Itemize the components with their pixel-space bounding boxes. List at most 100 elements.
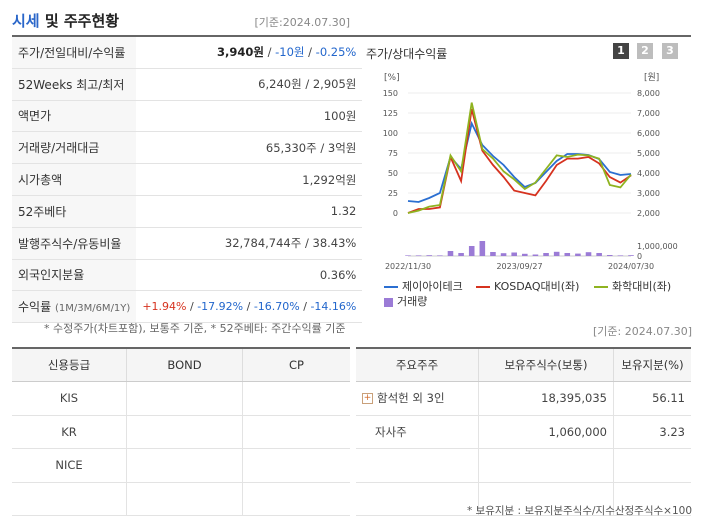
series-line [407, 102, 632, 214]
bond-cell [126, 448, 243, 483]
volume-axis-tick-label: 0 [637, 252, 642, 261]
right-axis-tick-label: 3,000 [637, 189, 660, 198]
stats-value: 1.32 [136, 195, 363, 228]
legend-item-volume: 거래량 [384, 293, 427, 309]
stats-value: 100원 [136, 100, 363, 133]
right-axis-tick-label: 6,000 [637, 129, 660, 138]
stats-value: 1,292억원 [136, 163, 363, 196]
left-axis-tick-label: 100 [383, 129, 398, 138]
expand-icon[interactable]: + [362, 393, 373, 405]
stats-value: 32,784,744주 / 38.43% [136, 227, 363, 260]
legend-label: 거래량 [397, 295, 428, 308]
stats-value: 3,940원 / -10원 / -0.25% [136, 34, 363, 69]
stats-row: 외국인지분율 0.36% [12, 259, 363, 292]
volume-bar [585, 252, 592, 256]
volume-bar [479, 241, 486, 256]
chart-page-1-button[interactable]: 1 [613, 43, 629, 59]
volume-bar [500, 253, 507, 256]
volume-bar [628, 255, 634, 256]
stats-row: 시가총액 1,292억원 [12, 163, 363, 196]
holder-name-cell [356, 482, 479, 516]
cp-cell [242, 381, 350, 416]
stats-value: 65,330주 / 3억원 [136, 131, 363, 165]
legend-swatch [384, 286, 398, 288]
holder-name-cell: 자사주 [356, 415, 479, 449]
stats-row: 52주베타 1.32 [12, 195, 363, 228]
stats-key: 액면가 [12, 100, 137, 133]
left-axis-tick-label: 0 [393, 209, 398, 218]
returns-periods: (1M/3M/6M/1Y) [54, 303, 131, 315]
major-shareholders-table: 주요주주 보유주식수(보통) 보유지분(%) + 함석헌 외 3인 18,395,… [356, 347, 691, 516]
left-axis-tick-label: 75 [388, 149, 398, 158]
legend-label: 제이아이테크 [402, 280, 463, 293]
holder-name-cell [356, 448, 479, 483]
left-axis-tick-label: 50 [388, 169, 398, 178]
stats-value: 6,240원 / 2,905원 [136, 68, 363, 101]
stats-key: 거래량/거래대금 [12, 131, 137, 165]
section-title: 시세 및 주주현황 [12, 10, 119, 31]
price-change: -10원 [275, 45, 305, 60]
shares-cell [478, 448, 614, 483]
stats-row: 액면가 100원 [12, 100, 363, 133]
holder-name: 함석헌 외 3인 [377, 391, 445, 406]
separator: / [263, 45, 276, 60]
separator: / [304, 45, 316, 60]
stats-key: 시가총액 [12, 163, 137, 196]
volume-bar [437, 255, 443, 256]
column-header: 주요주주 [356, 347, 479, 382]
price-relative-return-chart: 0 25 50 75 100 125 150 2,000 3,000 4,000 5,000 6,00… [383, 72, 678, 271]
return-1y: -14.16% [310, 300, 357, 314]
section-title-accent: 시세 [12, 12, 40, 30]
stats-row: 수익률 (1M/3M/6M/1Y) +1.94% / -17.92% / -16… [12, 290, 363, 324]
chart-marks [405, 102, 634, 256]
credit-rating-table: 신용등급 BOND CP KIS KR NICE [12, 347, 350, 516]
stake-cell [613, 482, 691, 516]
table-header-row: 주요주주 보유주식수(보통) 보유지분(%) [356, 347, 691, 382]
section-title-rest: 및 주주현황 [39, 12, 120, 30]
legend-swatch [476, 286, 490, 288]
shares-cell: 18,395,035 [478, 381, 614, 416]
chart-page-2-button[interactable]: 2 [637, 43, 653, 59]
left-axis-tick-label: 25 [388, 189, 398, 198]
table-row: NICE [12, 448, 350, 483]
left-axis-unit: [%] [384, 73, 400, 83]
right-axis-tick-label: 7,000 [637, 109, 660, 118]
shares-cell: 1,060,000 [478, 415, 614, 449]
column-header: 보유주식수(보통) [478, 347, 614, 382]
return-6m: -16.70% [253, 300, 300, 314]
stake-cell [613, 448, 691, 483]
stats-value: +1.94% / -17.92% / -16.70% / -14.16% [136, 290, 363, 324]
left-axis-tick-label: 125 [383, 109, 398, 118]
stats-footnote: * 수정주가(차트포함), 보통주 기준, * 52주베타: 주간수익률 기준 [44, 322, 346, 335]
chart-grid: 0 25 50 75 100 125 150 2,000 3,000 4,000 5,000 6,00… [383, 89, 678, 271]
stats-row: 52Weeks 최고/최저 6,240원 / 2,905원 [12, 68, 363, 101]
cp-cell [242, 448, 350, 483]
legend-label: 화학대비(좌) [612, 280, 672, 293]
table-row: KR [12, 415, 350, 449]
stats-value: 0.36% [136, 259, 363, 292]
chart-page-3-button[interactable]: 3 [662, 43, 678, 59]
volume-bar [522, 253, 528, 256]
table-row [12, 482, 350, 516]
stats-key: 52주베타 [12, 195, 137, 228]
volume-bar [617, 255, 624, 256]
cp-cell [242, 482, 350, 516]
agency-cell: KR [12, 415, 127, 449]
legend-item-stock: 제이아이테크 [384, 278, 463, 294]
column-header: CP [242, 347, 350, 382]
stake-cell: 56.11 [613, 381, 691, 416]
agency-cell: NICE [12, 448, 127, 483]
reference-date-bottom: [기준: 2024.07.30] [592, 325, 692, 338]
stake-cell: 3.23 [613, 415, 691, 449]
right-axis-tick-label: 5,000 [637, 149, 660, 158]
agency-cell: KIS [12, 381, 127, 416]
table-row: 자사주 1,060,000 3.23 [356, 415, 691, 449]
return-3m: -17.92% [197, 300, 244, 314]
volume-bar [553, 251, 560, 256]
right-axis-tick-label: 8,000 [637, 89, 660, 98]
table-row: KIS [12, 381, 350, 416]
volume-bar [468, 246, 475, 256]
table-row: + 함석헌 외 3인 18,395,035 56.11 [356, 381, 691, 416]
reference-date: [기준:2024.07.30] [254, 16, 350, 29]
bond-cell [126, 415, 243, 449]
